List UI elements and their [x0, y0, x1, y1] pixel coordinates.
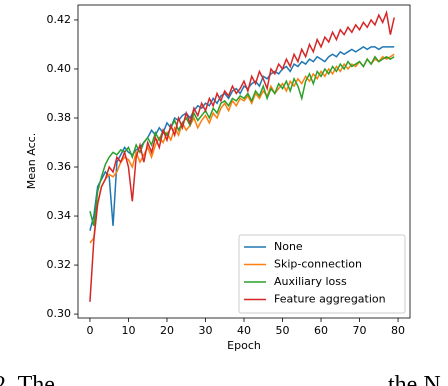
y-tick-label: 0.40 — [47, 62, 72, 75]
series-line — [89, 46, 395, 231]
y-tick-label: 0.30 — [47, 307, 72, 320]
y-tick-label: 0.34 — [47, 209, 72, 222]
x-tick-label: 80 — [391, 324, 405, 337]
x-tick-label: 10 — [121, 324, 135, 337]
legend-label: Skip-connection — [274, 258, 362, 271]
x-tick-label: 40 — [237, 324, 251, 337]
x-tick-label: 20 — [160, 324, 174, 337]
legend-label: Auxiliary loss — [274, 275, 347, 288]
legend-label: None — [274, 240, 303, 253]
x-tick-label: 70 — [353, 324, 367, 337]
x-tick-label: 0 — [86, 324, 93, 337]
y-tick-label: 0.42 — [47, 13, 72, 26]
series-line — [89, 53, 395, 244]
x-tick-label: 60 — [314, 324, 328, 337]
x-tick-label: 50 — [276, 324, 290, 337]
x-tick-label: 30 — [198, 324, 212, 337]
series-line — [89, 9, 395, 302]
series-line — [89, 55, 395, 227]
y-tick-label: 0.38 — [47, 111, 72, 124]
y-tick-label: 0.32 — [47, 258, 72, 271]
caption-fragment: the N — [388, 372, 441, 386]
y-axis-label: Mean Acc. — [25, 133, 38, 189]
legend-box — [238, 234, 406, 314]
x-axis-label: Epoch — [227, 339, 261, 352]
y-tick-label: 0.36 — [47, 160, 72, 173]
plot-frame — [77, 4, 411, 319]
legend-label: Feature aggregation — [274, 293, 386, 306]
caption-fragment: 2. The — [0, 372, 55, 386]
